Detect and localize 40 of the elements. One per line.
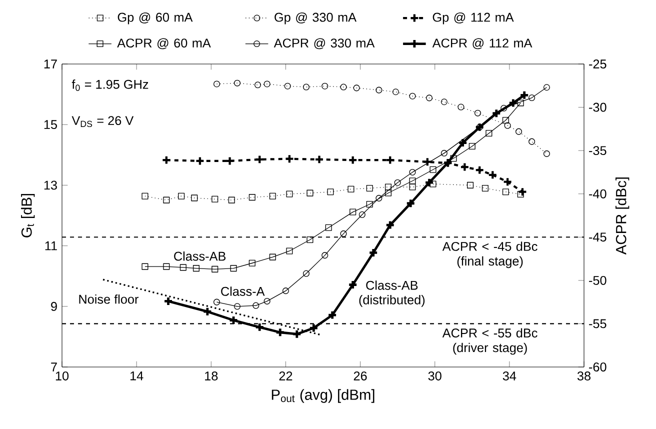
x-tick-label: 30 — [428, 371, 442, 380]
y2-tick-label: -35 — [589, 146, 606, 156]
annotation: Class-AB — [174, 251, 226, 261]
ref-line-label: ACPR < -55 dBc (driver stage) — [442, 328, 538, 355]
y-tick-label: 15 — [44, 120, 57, 130]
y-axis-title: G$_{t}$ [dB] — [21, 194, 35, 238]
x-tick-label: 18 — [205, 371, 218, 380]
y2-axis-title: ACPR [dBc] — [616, 177, 630, 255]
annotation: Class-AB — [366, 280, 418, 290]
y-tick-label: 13 — [44, 180, 57, 190]
legend-label: Gp @ 330 mA — [274, 12, 356, 24]
legend-label: Gp @ 112 mA — [432, 12, 514, 24]
y-tick-label: 7 — [51, 362, 57, 372]
y2-tick-label: -55 — [589, 319, 606, 328]
annotation: Noise floor — [79, 294, 139, 304]
x-tick-label: 22 — [279, 371, 292, 380]
x-tick-label: 38 — [577, 371, 591, 380]
y2-tick-label: -60 — [589, 362, 606, 372]
y-tick-label: 11 — [45, 241, 57, 250]
annotation: V$_{DS}$ = 26 V — [72, 116, 134, 128]
legend-label: Gp @ 60 mA — [118, 12, 193, 24]
y2-tick-label: -40 — [589, 189, 606, 198]
x-axis-title: P$_{out}$ (avg) [dBm] — [272, 389, 374, 403]
y2-tick-label: -25 — [589, 60, 606, 68]
legend-label: ACPR @ 60 mA — [117, 38, 211, 50]
y-tick-label: 17 — [44, 60, 57, 68]
annotation: (distributed) — [359, 295, 425, 307]
x-tick-label: 10 — [56, 371, 69, 380]
x-tick-label: 34 — [502, 371, 516, 380]
legend-label: ACPR @ 112 mA — [432, 38, 532, 50]
legend-label: ACPR @ 330 mA — [274, 38, 375, 50]
annotation: f$_{0}$ = 1.95 GHz — [72, 80, 148, 91]
ref-line-label: ACPR < -45 dBc (final stage) — [442, 242, 538, 268]
x-tick-label: 26 — [354, 371, 367, 380]
y2-tick-label: -30 — [589, 102, 606, 112]
y-tick-label: 9 — [51, 302, 57, 311]
annotation: Class-A — [221, 286, 265, 296]
x-tick-label: 14 — [130, 371, 144, 380]
y2-tick-label: -45 — [589, 232, 606, 242]
y2-tick-label: -50 — [589, 276, 606, 285]
